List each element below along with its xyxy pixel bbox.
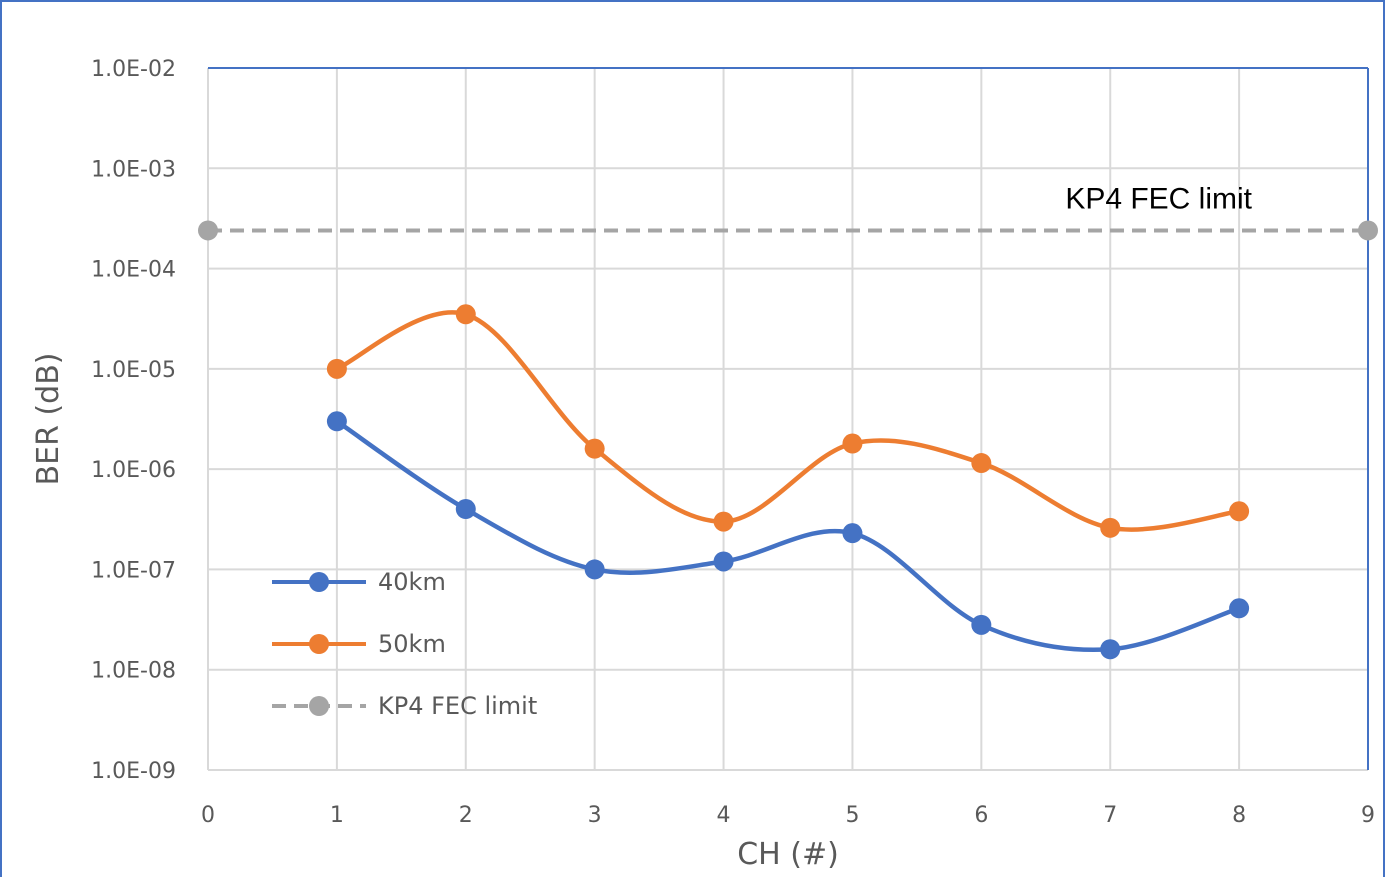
y-tick-label: 1.0E-09 [91, 759, 176, 784]
data-point [1100, 639, 1121, 660]
y-axis-title: BER (dB) [31, 353, 66, 486]
fec-limit-annotation: KP4 FEC limit [1065, 182, 1252, 215]
legend-swatch-marker [309, 634, 329, 654]
legend-swatch-marker [309, 572, 329, 592]
legend-label: KP4 FEC limit [378, 692, 537, 720]
legend-label: 40km [378, 568, 446, 596]
x-tick-label: 3 [588, 803, 602, 828]
y-tick-label: 1.0E-07 [91, 558, 176, 583]
data-point [713, 511, 734, 532]
data-point [842, 433, 863, 454]
x-tick-label: 1 [330, 803, 344, 828]
plot-border [208, 67, 1369, 770]
x-tick-label: 6 [974, 803, 988, 828]
series-2 [326, 304, 1250, 538]
legend: 40km 50km KP4 FEC limit [272, 568, 537, 720]
series-layer [198, 220, 1378, 660]
data-point [455, 304, 476, 325]
data-point [713, 551, 734, 572]
y-tick-label: 1.0E-06 [91, 458, 176, 483]
data-point [326, 411, 347, 432]
data-point [1229, 598, 1250, 619]
x-tick-label: 5 [845, 803, 859, 828]
data-point [326, 358, 347, 379]
x-tick-label: 2 [459, 803, 473, 828]
y-tick-label: 1.0E-02 [91, 57, 176, 82]
legend-swatch-marker [309, 696, 329, 716]
x-tick-label: 7 [1103, 803, 1117, 828]
data-point [1358, 220, 1378, 241]
y-tick-label: 1.0E-05 [91, 358, 176, 383]
series-line [335, 419, 1240, 652]
x-tick-label: 4 [717, 803, 731, 828]
x-tick-label: 0 [201, 803, 215, 828]
data-point [455, 499, 476, 520]
data-point [971, 614, 992, 635]
y-tick-label: 1.0E-04 [91, 258, 176, 283]
y-tick-label: 1.0E-03 [91, 157, 176, 182]
y-tick-label: 1.0E-08 [91, 659, 176, 684]
data-point [1100, 517, 1121, 538]
x-axis-title: CH (#) [737, 837, 839, 872]
data-point [584, 438, 605, 459]
data-point [584, 559, 605, 580]
series-3 [198, 220, 1378, 241]
x-tick-label: 8 [1232, 803, 1246, 828]
series-1 [326, 411, 1250, 660]
data-point [842, 523, 863, 544]
legend-label: 50km [378, 630, 446, 658]
data-point [971, 453, 992, 474]
x-tick-labels: 0 1 2 3 4 5 6 7 8 9 [201, 803, 1375, 828]
data-point [1229, 501, 1250, 522]
gridlines [207, 67, 1369, 771]
x-tick-label: 9 [1361, 803, 1375, 828]
data-point [198, 220, 218, 241]
y-tick-labels: 1.0E-02 1.0E-03 1.0E-04 1.0E-05 1.0E-06 1.0E-… [91, 57, 176, 784]
series-line [335, 310, 1240, 532]
